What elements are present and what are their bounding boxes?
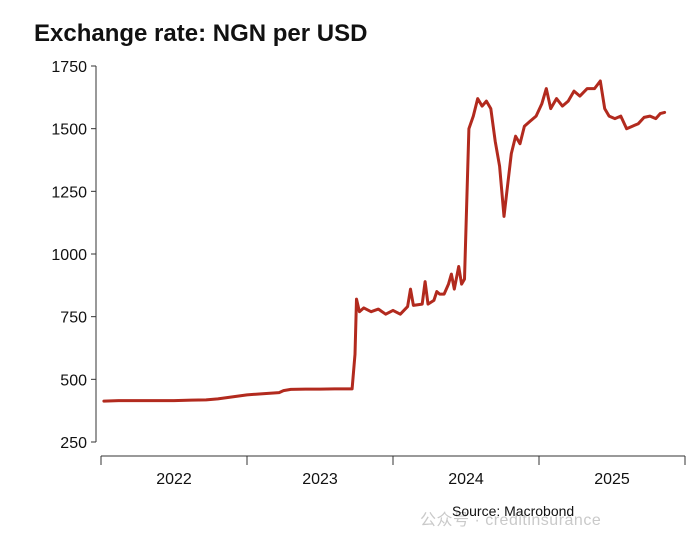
chart-title: Exchange rate: NGN per USD [34,20,368,47]
series-layer [102,79,667,403]
y-tick-label: 1000 [51,247,87,264]
y-tick-label: 1500 [51,122,87,139]
x-tick-label: 2022 [156,471,192,488]
y-tick-label: 1750 [51,59,87,76]
watermark-text: 公众号 · creditinsurance [420,512,602,529]
y-tick-label: 1250 [51,184,87,201]
source-note: Source: Macrobond [452,503,575,519]
y-tick-label: 250 [60,435,87,452]
axes: 250 500 750 1000 1250 1500 1750 2022 2023 2024 202… [51,59,686,488]
x-tick-label: 2024 [448,471,484,488]
exchange-rate-line [102,79,667,403]
x-tick-label: 2025 [594,471,630,488]
y-tick-label: 500 [60,372,87,389]
y-tick-label: 750 [60,310,87,327]
x-tick-label: 2023 [302,471,338,488]
